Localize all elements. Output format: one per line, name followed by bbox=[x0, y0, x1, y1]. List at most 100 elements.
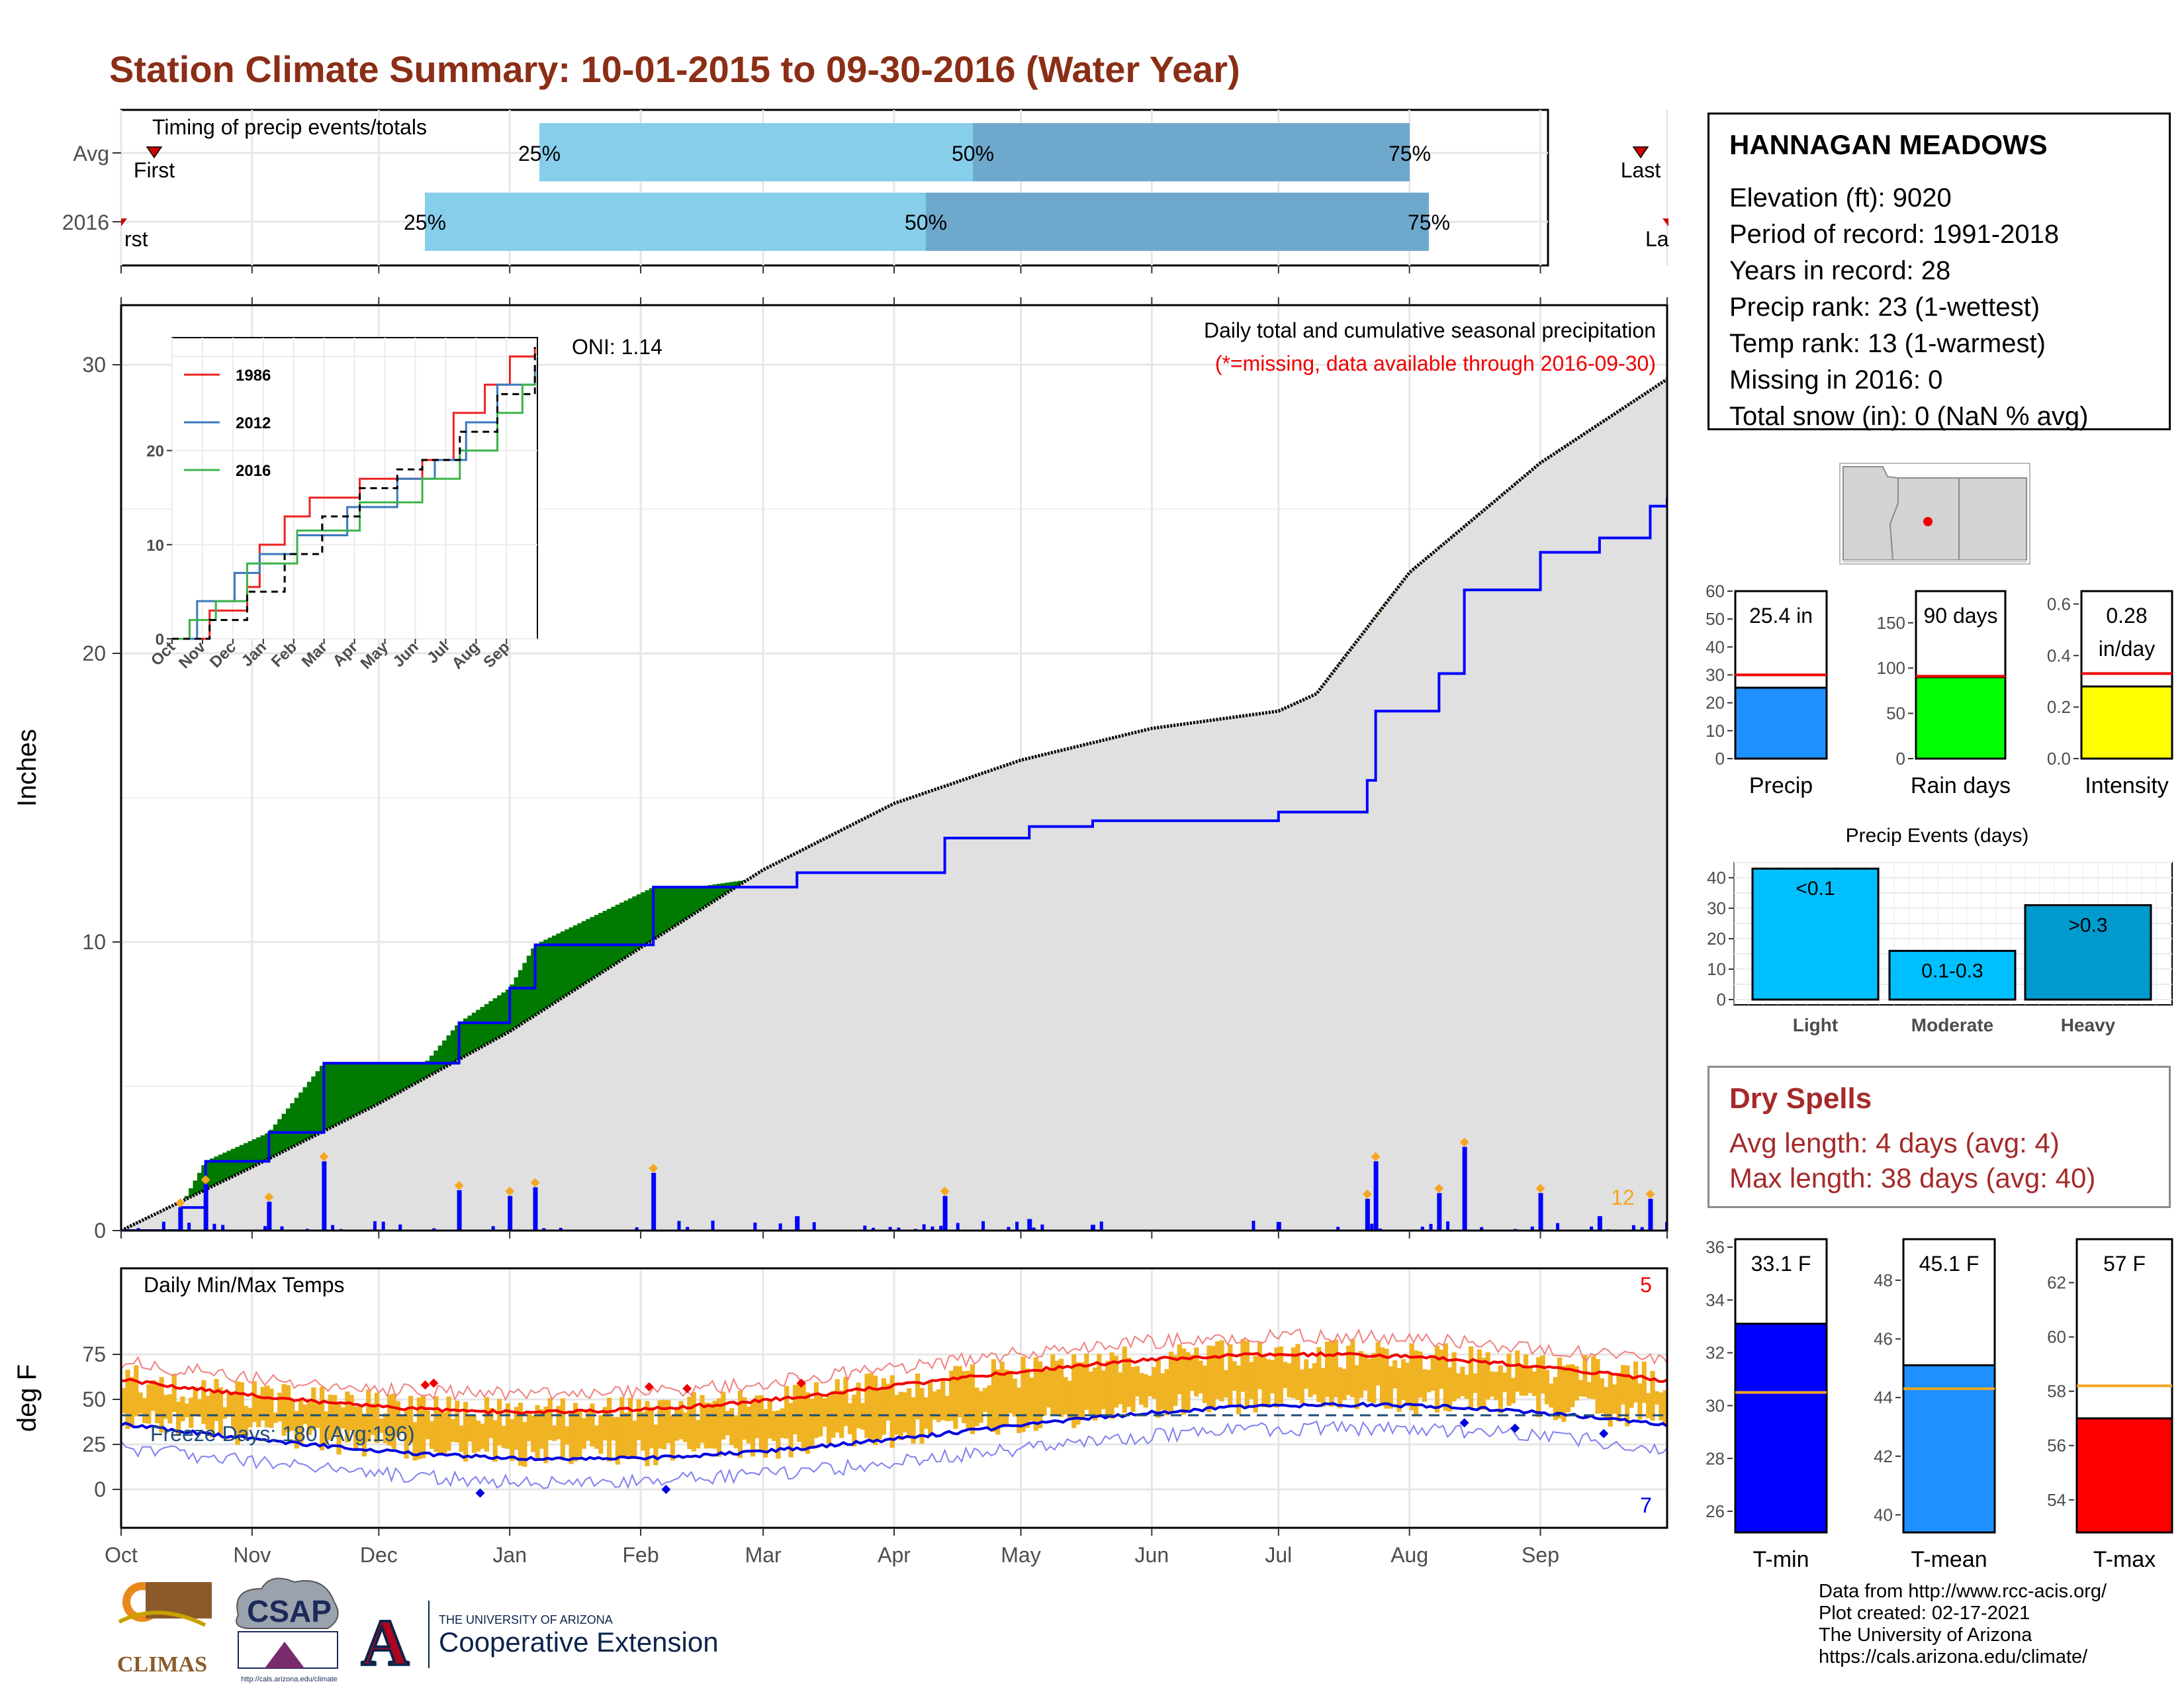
station-temp-rank: Temp rank: 13 (1-warmest) bbox=[1729, 329, 2046, 358]
texas-shape bbox=[1958, 477, 2027, 561]
y2016-last-marker bbox=[1662, 218, 1668, 226]
main-y-tick-10: 10 bbox=[82, 930, 106, 954]
t-max-chart: 54 56 58 60 62 57 F T-max bbox=[2047, 1238, 2173, 1572]
record-max-line bbox=[121, 1328, 1667, 1402]
climas-logo: CLIMAS bbox=[111, 1582, 214, 1677]
station-years: Years in record: 28 bbox=[1729, 256, 1951, 285]
y2016-q1-label: 25% bbox=[404, 211, 446, 234]
climas-text: CLIMAS bbox=[117, 1652, 207, 1677]
freeze-days-label: Freeze Days: 180 (Avg:196) bbox=[150, 1422, 415, 1446]
average-cumulative-line bbox=[121, 377, 1667, 1231]
inset-legend: 1986 2012 2016 bbox=[184, 367, 271, 480]
events-bar-heavy bbox=[2024, 904, 2152, 1001]
t-mean-y-tick-46: 46 bbox=[1874, 1329, 1893, 1349]
temp-x-tick-feb: Feb bbox=[622, 1543, 659, 1567]
csap-logo: CSAP http://cals.arizona.edu/climate bbox=[236, 1577, 339, 1683]
intensity-value-label-2: in/day bbox=[2099, 637, 2155, 661]
y2016-q3-label: 75% bbox=[1408, 211, 1450, 234]
intensity-y-tick-0.6: 0.6 bbox=[2047, 594, 2071, 614]
temp-x-tick-nov: Nov bbox=[233, 1543, 271, 1567]
events-y-tick-30: 30 bbox=[1707, 898, 1726, 918]
t-mean-y-tick-40: 40 bbox=[1874, 1505, 1893, 1524]
station-period: Period of record: 1991-2018 bbox=[1729, 220, 2060, 249]
rain-days-x-label: Rain days bbox=[1911, 773, 2011, 798]
intensity-value-label: 0.28 bbox=[2106, 604, 2147, 628]
temp-x-tick-oct: Oct bbox=[105, 1543, 138, 1567]
intensity-chart: 0.0 0.2 0.4 0.6 0.28 in/day Intensity bbox=[2047, 590, 2173, 798]
credit-created: Plot created: 02-17-2021 bbox=[1819, 1603, 2030, 1624]
precip-total-chart: 0 10 20 30 40 50 60 25.4 in Precip bbox=[1706, 581, 1828, 798]
inset-legend-2016: 2016 bbox=[236, 462, 271, 480]
precip-total-y-tick-60: 60 bbox=[1706, 581, 1725, 601]
t-min-y-tick-36: 36 bbox=[1706, 1237, 1725, 1257]
intensity-y-tick-0.2: 0.2 bbox=[2047, 697, 2071, 717]
precip-caption: Daily total and cumulative seasonal prec… bbox=[1204, 318, 1656, 342]
y2016-q2-label: 50% bbox=[905, 211, 947, 234]
station-precip-rank: Precip rank: 23 (1-wettest) bbox=[1729, 293, 2040, 322]
events-x-label-heavy: Heavy bbox=[2061, 1015, 2116, 1035]
rain-days-y-tick-0: 0 bbox=[1896, 749, 1905, 769]
temp-y-tick-0: 0 bbox=[94, 1477, 106, 1501]
temp-panel-label: Daily Min/Max Temps bbox=[144, 1273, 344, 1297]
precip-total-value-label: 25.4 in bbox=[1749, 604, 1813, 628]
credits-block: Data from http://www.rcc-acis.org/ Plot … bbox=[1819, 1581, 2107, 1668]
temp-x-tick-jan: Jan bbox=[492, 1543, 527, 1567]
rain-days-y-tick-100: 100 bbox=[1877, 658, 1905, 678]
csap-text: CSAP bbox=[247, 1594, 332, 1628]
avg-q1-q2-bar bbox=[539, 123, 973, 181]
temp-x-tick-apr: Apr bbox=[878, 1543, 911, 1567]
avg-row-label: Avg bbox=[73, 142, 109, 165]
avg-q3-label: 75% bbox=[1388, 142, 1431, 165]
dry-spells-max: Max length: 38 days (avg: 40) bbox=[1729, 1162, 2096, 1194]
precip-total-y-tick-30: 30 bbox=[1706, 665, 1725, 685]
events-bar-light bbox=[1751, 867, 1880, 1001]
events-y-tick-10: 10 bbox=[1707, 959, 1726, 979]
precip-summary-bars: 0 10 20 30 40 50 60 25.4 in Precip 0 50 100 150 90 da… bbox=[1706, 581, 2173, 798]
temp-x-tick-aug: Aug bbox=[1390, 1543, 1428, 1567]
temp-y-axis: 0 25 50 75 bbox=[82, 1342, 121, 1501]
t-max-y-tick-60: 60 bbox=[2047, 1327, 2066, 1347]
main-y-tick-0: 0 bbox=[94, 1219, 106, 1243]
ua-small-text: THE UNIVERSITY OF ARIZONA bbox=[439, 1613, 613, 1626]
timing-label: Timing of precip events/totals bbox=[152, 115, 427, 139]
events-bar-moderate bbox=[1888, 949, 2017, 1001]
y2016-row-label: 2016 bbox=[62, 211, 109, 234]
t-min-y-tick-26: 26 bbox=[1706, 1501, 1725, 1521]
intensity-x-label: Intensity bbox=[2085, 773, 2169, 798]
events-x-label-light: Light bbox=[1793, 1015, 1838, 1035]
min-record-count: 7 bbox=[1640, 1493, 1652, 1517]
t-min-y-tick-30: 30 bbox=[1706, 1395, 1725, 1415]
page-title: Station Climate Summary: 10-01-2015 to 0… bbox=[109, 48, 1240, 90]
events-y-tick-40: 40 bbox=[1707, 868, 1726, 888]
precip-total-y-tick-10: 10 bbox=[1706, 721, 1725, 741]
avg-q1-label: 25% bbox=[518, 142, 561, 165]
precip-total-x-label: Precip bbox=[1749, 773, 1813, 798]
t-mean-chart: 40 42 44 46 48 45.1 F T-mean bbox=[1874, 1238, 1996, 1572]
intensity-y-tick-0.4: 0.4 bbox=[2047, 645, 2071, 665]
precip-events-chart: Precip Events (days) <0.1 Light 0.1-0.3 Mod… bbox=[1707, 825, 2173, 1035]
record-min-line bbox=[121, 1420, 1667, 1489]
credit-url: https://cals.arizona.edu/climate/ bbox=[1819, 1646, 2088, 1667]
t-mean-value-label: 45.1 F bbox=[1919, 1252, 1979, 1276]
timing-panel: Timing of precip events/totals Avg 2016 … bbox=[62, 109, 1669, 273]
y2016-q1-q2-bar bbox=[425, 193, 926, 251]
arizona-shape bbox=[1843, 466, 1899, 561]
temp-record-markers bbox=[420, 1378, 1609, 1498]
events-y-tick-20: 20 bbox=[1707, 929, 1726, 949]
station-info-box: HANNAGAN MEADOWS Elevation (ft): 9020 Pe… bbox=[1707, 113, 2171, 431]
station-location-dot bbox=[1923, 517, 1933, 526]
t-max-y-tick-54: 54 bbox=[2047, 1490, 2066, 1510]
csap-url: http://cals.arizona.edu/climate bbox=[241, 1675, 338, 1683]
t-min-chart: 26 28 30 32 34 36 33.1 F T-min bbox=[1706, 1237, 1828, 1572]
events-title: Precip Events (days) bbox=[1846, 825, 2029, 847]
inset-legend-1986: 1986 bbox=[236, 367, 271, 385]
avg-last-label: Last bbox=[1621, 158, 1661, 182]
station-name: HANNAGAN MEADOWS bbox=[1729, 129, 2048, 160]
ua-mark: A bbox=[361, 1606, 409, 1679]
station-map bbox=[1839, 463, 2030, 565]
main-y-axis: 0 10 20 30 bbox=[82, 353, 121, 1243]
temp-y-tick-50: 50 bbox=[82, 1387, 106, 1411]
